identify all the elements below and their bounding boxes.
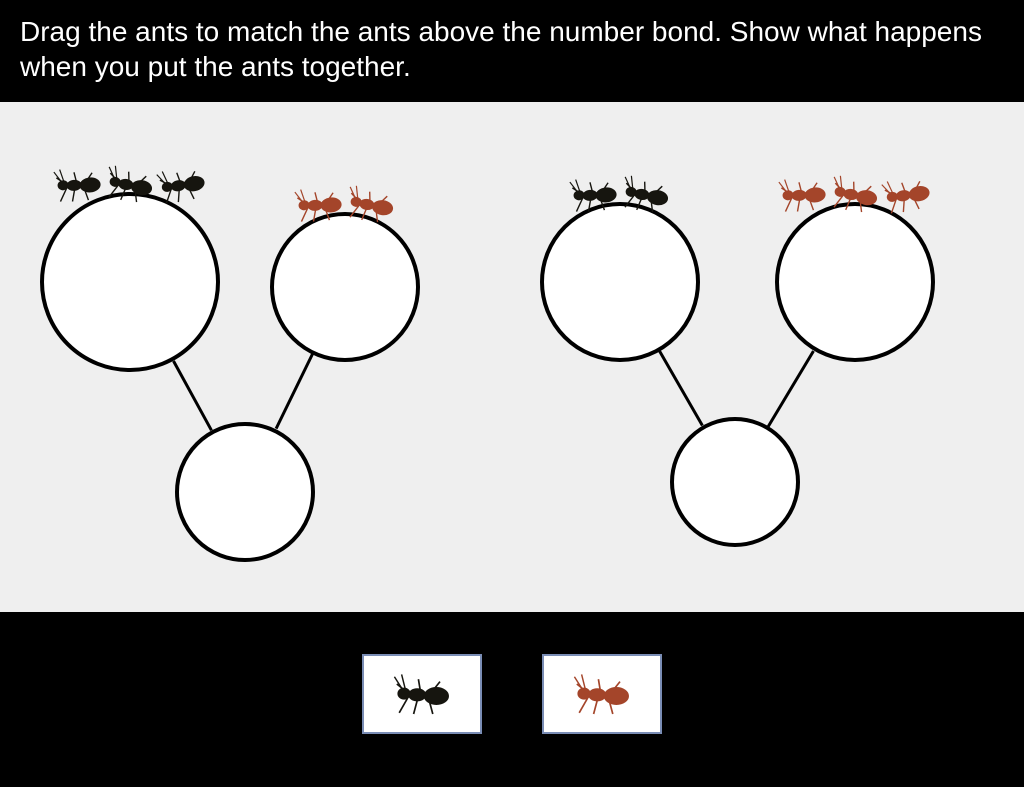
activity-area <box>0 102 1024 612</box>
red-ant-icon <box>777 174 830 214</box>
instruction-text: Drag the ants to match the ants above th… <box>20 16 982 82</box>
black-ant-icon <box>103 163 158 206</box>
bond-left-whole-circle[interactable] <box>175 422 315 562</box>
bond-connector <box>659 351 704 427</box>
tile-red-ant[interactable] <box>542 654 662 734</box>
red-ant-icon <box>344 183 399 226</box>
red-ant-icon <box>572 672 632 715</box>
black-ant-icon <box>568 174 621 214</box>
bond-left-part-a-ants <box>53 166 207 202</box>
bond-left-part-b-circle[interactable] <box>270 212 420 362</box>
bond-left-part-b-ants <box>294 186 396 222</box>
bond-connector <box>767 350 815 427</box>
red-ant-icon <box>293 184 346 224</box>
bond-left-part-a-circle[interactable] <box>40 192 220 372</box>
black-ant-icon <box>392 672 452 715</box>
bond-right-part-b-circle[interactable] <box>775 202 935 362</box>
footer-bar <box>0 612 1024 787</box>
black-ant-icon <box>154 162 210 207</box>
tile-black-ant[interactable] <box>362 654 482 734</box>
black-ant-icon <box>619 173 674 216</box>
red-ant-icon <box>828 173 883 216</box>
bond-right-part-a-circle[interactable] <box>540 202 700 362</box>
black-ant-icon <box>52 164 105 204</box>
instruction-bar: Drag the ants to match the ants above th… <box>0 0 1024 102</box>
bond-right-whole-circle[interactable] <box>670 417 800 547</box>
bond-right-part-b-ants <box>778 176 932 212</box>
bond-connector <box>172 360 213 431</box>
bond-right-part-a-ants <box>569 176 671 212</box>
bond-connector <box>274 354 313 430</box>
red-ant-icon <box>879 172 935 217</box>
